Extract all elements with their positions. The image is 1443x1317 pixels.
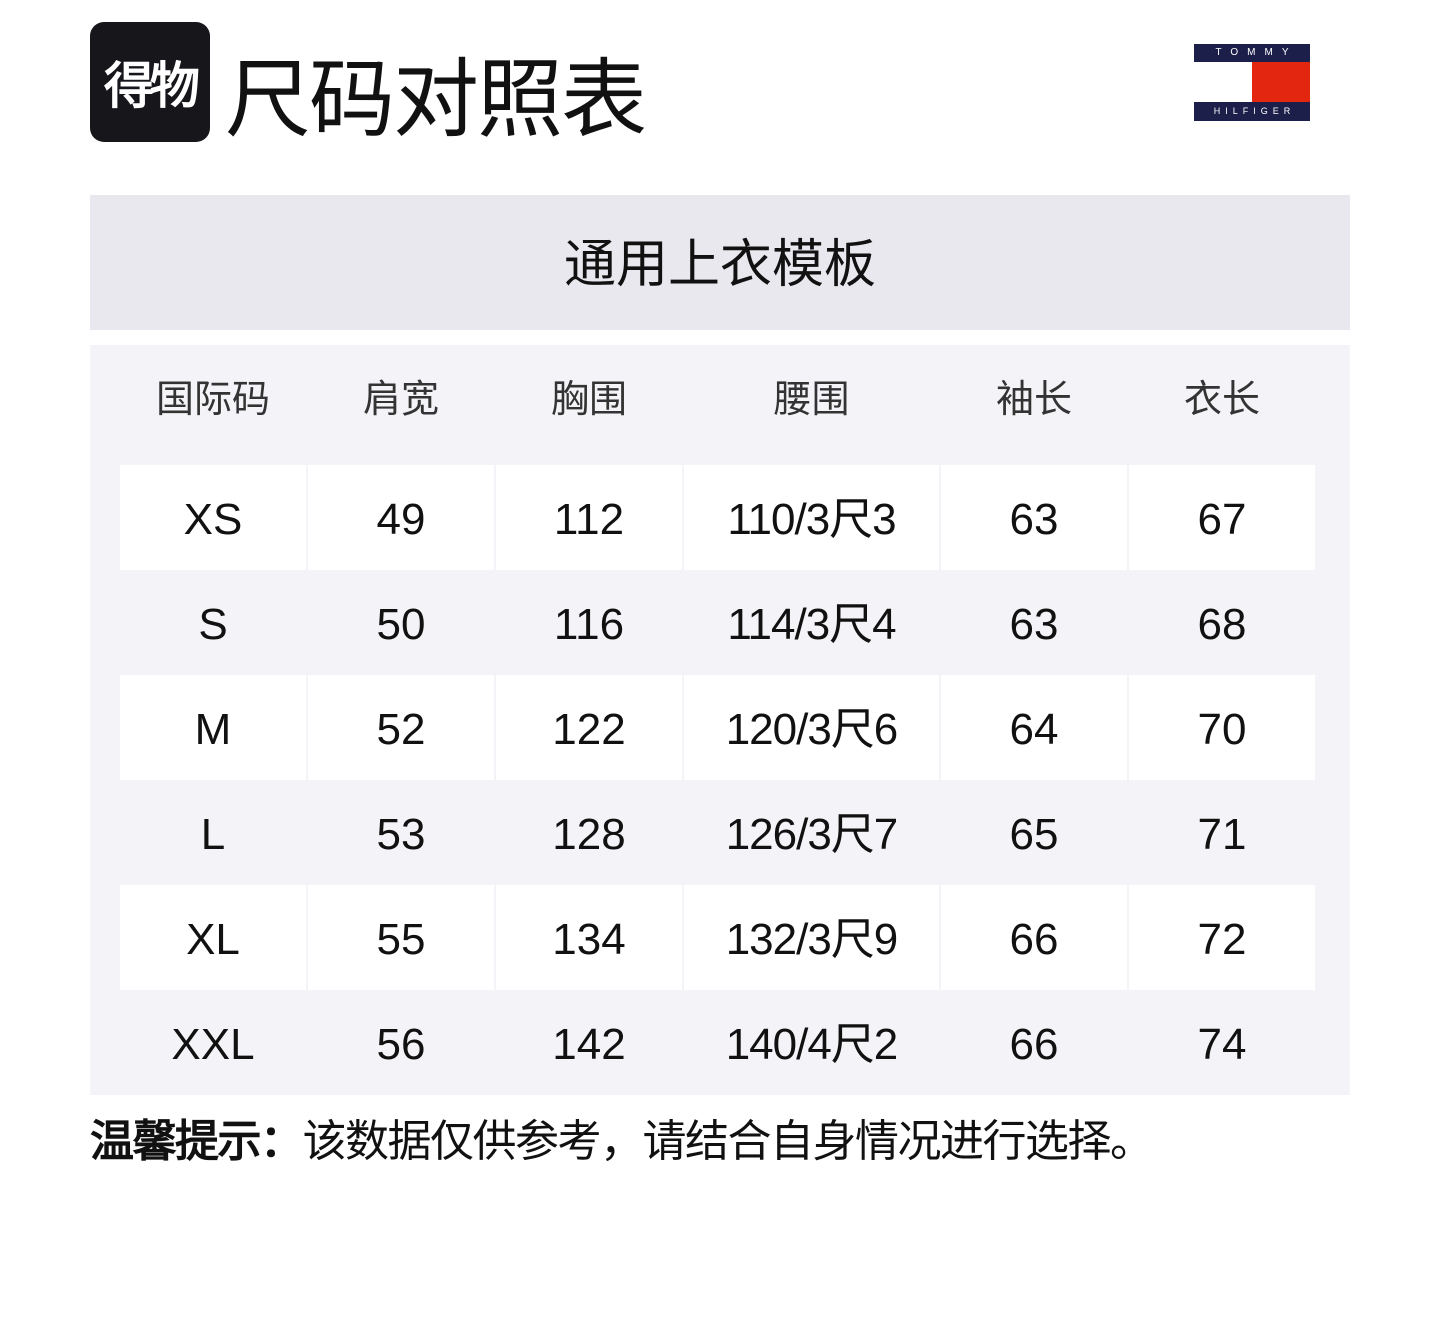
table-cell: 132/3尺9 bbox=[684, 885, 939, 990]
page-title: 尺码对照表 bbox=[225, 52, 647, 148]
column-header: 胸围 bbox=[550, 379, 627, 421]
table-cell: 63 bbox=[1009, 600, 1059, 649]
table-cell: 63 bbox=[941, 465, 1127, 570]
table-cell: 72 bbox=[1129, 885, 1315, 990]
tip-label: 温馨提示： bbox=[90, 1117, 304, 1166]
table-cell: 74 bbox=[1197, 1020, 1247, 1069]
template-title: 通用上衣模板 bbox=[90, 195, 1350, 330]
column-header: 国际码 bbox=[155, 379, 270, 421]
table-cell: 52 bbox=[308, 675, 494, 780]
tip-text: 该数据仅供参考，请结合自身情况进行选择。 bbox=[302, 1117, 1155, 1166]
table-cell: 68 bbox=[1197, 600, 1247, 649]
tommy-hilfiger-logo: TOMMY HILFIGER bbox=[1194, 44, 1310, 121]
size-table: 国际码 肩宽 胸围 腰围 袖长 衣长 XS 49 112 110/3尺3 63 67 S 50 116 114… bbox=[90, 345, 1350, 1095]
table-cell: 67 bbox=[1129, 465, 1315, 570]
table-cell: 50 bbox=[376, 600, 426, 649]
table-row: XS 49 112 110/3尺3 63 67 bbox=[120, 465, 1317, 570]
column-header: 腰围 bbox=[773, 379, 850, 421]
tip: 温馨提示：该数据仅供参考，请结合自身情况进行选择。 bbox=[90, 1110, 1430, 1174]
table-cell: 71 bbox=[1197, 810, 1247, 859]
logo-bottom-text: HILFIGER bbox=[1194, 102, 1310, 121]
logo-top-text: TOMMY bbox=[1194, 44, 1310, 62]
table-cell: 55 bbox=[308, 885, 494, 990]
table-cell: M bbox=[120, 675, 306, 780]
column-header: 肩宽 bbox=[362, 379, 439, 421]
table-cell: 56 bbox=[376, 1020, 426, 1069]
table-cell: 120/3尺6 bbox=[684, 675, 939, 780]
table-cell: 64 bbox=[941, 675, 1127, 780]
table-cell: 128 bbox=[552, 810, 626, 859]
table-cell: 142 bbox=[552, 1020, 626, 1069]
table-cell: 70 bbox=[1129, 675, 1315, 780]
table-cell: 49 bbox=[308, 465, 494, 570]
table-cell: 122 bbox=[496, 675, 682, 780]
table-cell: 140/4尺2 bbox=[725, 1020, 899, 1069]
table-cell: XS bbox=[120, 465, 306, 570]
table-cell: S bbox=[198, 600, 228, 649]
table-row: L 53 128 126/3尺7 65 71 bbox=[120, 780, 1317, 885]
table-row: M 52 122 120/3尺6 64 70 bbox=[120, 675, 1317, 780]
table-row: S 50 116 114/3尺4 63 68 bbox=[120, 570, 1317, 675]
column-header: 袖长 bbox=[995, 379, 1072, 421]
table-row: XXL 56 142 140/4尺2 66 74 bbox=[120, 990, 1317, 1095]
table-cell: L bbox=[200, 810, 226, 859]
table-cell: 66 bbox=[1009, 1020, 1059, 1069]
table-cell: 134 bbox=[496, 885, 682, 990]
table-cell: 116 bbox=[553, 600, 625, 649]
table-cell: 112 bbox=[496, 465, 682, 570]
table-row: XL 55 134 132/3尺9 66 72 bbox=[120, 885, 1317, 990]
table-cell: 114/3尺4 bbox=[727, 600, 896, 649]
table-cell: 110/3尺3 bbox=[684, 465, 939, 570]
table-cell: XL bbox=[120, 885, 306, 990]
dewu-logo: 得物 bbox=[90, 22, 210, 142]
table-cell: 53 bbox=[376, 810, 426, 859]
table-cell: XXL bbox=[171, 1020, 255, 1069]
table-cell: 126/3尺7 bbox=[725, 810, 899, 859]
table-cell: 66 bbox=[941, 885, 1127, 990]
logo-text: 得物 bbox=[104, 58, 200, 114]
column-header: 衣长 bbox=[1183, 379, 1260, 421]
table-cell: 65 bbox=[1009, 810, 1059, 859]
